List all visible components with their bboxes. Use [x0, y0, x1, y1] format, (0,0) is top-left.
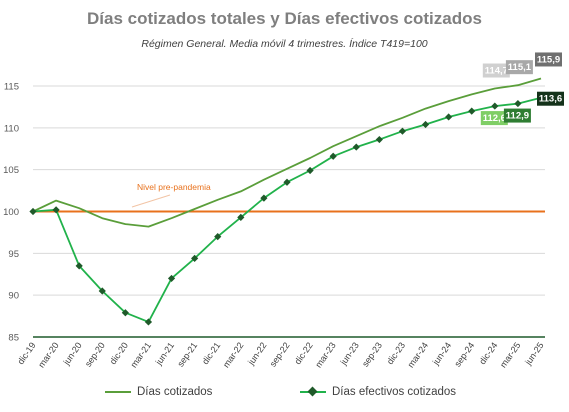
x-tick-label: jun-23 — [338, 340, 361, 367]
x-tick-label: sep-24 — [452, 340, 476, 368]
data-point-marker — [29, 207, 37, 216]
data-point-marker — [121, 309, 129, 317]
data-point-marker — [98, 287, 106, 295]
data-point-marker — [191, 254, 199, 262]
legend-label: Días efectivos cotizados — [332, 386, 457, 398]
y-tick-label: 100 — [3, 207, 19, 218]
data-label: 115,9 — [537, 54, 560, 65]
data-point-marker — [306, 166, 314, 175]
x-tick-label: jun-22 — [245, 340, 268, 367]
data-point-marker — [514, 99, 522, 108]
data-label: 112,9 — [506, 111, 529, 122]
data-label: 112,6 — [483, 113, 506, 124]
data-point-marker — [75, 262, 83, 270]
x-tick-label: dic-20 — [108, 340, 130, 366]
y-tick-label: 105 — [3, 165, 19, 176]
x-tick-label: dic-24 — [477, 340, 499, 366]
series-line-dias-cotizados — [32, 77, 542, 228]
data-point-marker — [144, 318, 153, 326]
data-label: 113,6 — [539, 94, 562, 105]
y-tick-label: 85 — [8, 333, 19, 344]
reference-line-label: Nivel pre-pandemia — [137, 182, 211, 192]
x-tick-label: jun-24 — [430, 340, 453, 367]
data-label-box — [505, 60, 533, 75]
data-label-box — [503, 108, 531, 123]
x-tick-label: jun-25 — [523, 340, 546, 367]
x-tick-label: sep-23 — [360, 340, 384, 368]
x-tick-label: mar-22 — [221, 340, 246, 369]
chart-legend: Días cotizados Días efectivos cotizados — [0, 386, 569, 404]
data-point-marker — [52, 206, 60, 214]
data-label: 115,1 — [508, 62, 532, 73]
x-tick-label: sep-22 — [268, 340, 292, 368]
data-point-marker — [468, 107, 476, 115]
legend-line-marker-icon — [300, 386, 326, 398]
y-tick-label: 95 — [8, 249, 19, 260]
data-point-marker — [214, 233, 222, 241]
data-label-box — [535, 52, 562, 67]
y-tick-label: 90 — [8, 291, 19, 302]
data-point-marker — [398, 127, 407, 135]
chart-title: Días cotizados totales y Días efectivos … — [87, 9, 482, 28]
data-point-marker — [352, 143, 360, 151]
chart-subtitle: Régimen General. Media móvil 4 trimestre… — [141, 38, 428, 50]
x-tick-label: dic-19 — [15, 340, 37, 366]
x-tick-label: dic-22 — [292, 340, 314, 366]
x-tick-label: jun-20 — [61, 340, 84, 367]
data-point-marker — [329, 152, 337, 160]
x-tick-label: mar-24 — [406, 340, 431, 369]
data-point-marker — [167, 274, 176, 283]
data-point-marker — [283, 178, 291, 186]
data-point-marker — [421, 120, 430, 129]
legend-item-dias-efectivos: Días efectivos cotizados — [300, 386, 456, 398]
data-point-marker — [260, 194, 268, 202]
x-tick-label: mar-23 — [313, 340, 338, 369]
data-point-marker — [237, 213, 245, 221]
data-label-box — [480, 111, 508, 126]
data-label-box — [482, 63, 510, 78]
data-point-marker — [375, 135, 383, 144]
data-point-marker — [491, 102, 499, 110]
x-tick-label: mar-25 — [498, 340, 523, 369]
series-line-dias-efectivos — [32, 96, 542, 323]
x-tick-label: dic-23 — [385, 340, 407, 366]
x-tick-label: sep-21 — [175, 340, 199, 368]
y-tick-label: 115 — [4, 82, 19, 93]
legend-item-dias-cotizados: Días cotizados — [105, 386, 212, 398]
reference-label-leader — [131, 194, 171, 208]
x-tick-label: sep-20 — [83, 340, 107, 368]
x-tick-label: mar-20 — [36, 340, 61, 369]
data-point-marker — [445, 113, 453, 121]
x-tick-label: dic-21 — [200, 340, 222, 366]
data-label-box — [537, 91, 564, 106]
data-label: 114,7 — [485, 66, 508, 77]
legend-label: Días cotizados — [137, 386, 213, 398]
x-tick-label: mar-21 — [129, 340, 154, 369]
x-tick-label: jun-21 — [153, 340, 176, 367]
y-tick-label: 110 — [4, 123, 19, 134]
legend-line-icon — [105, 386, 131, 398]
